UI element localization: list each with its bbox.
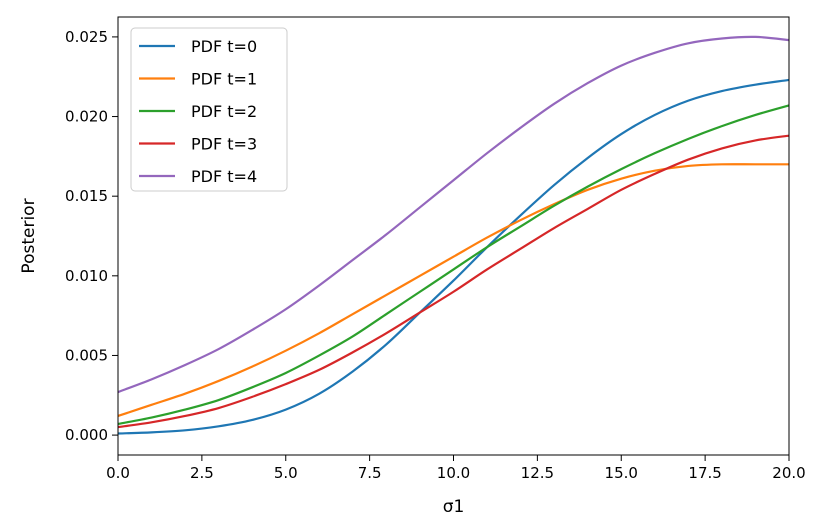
x-tick-label: 17.5 (688, 464, 721, 482)
y-tick-label: 0.015 (65, 187, 108, 205)
series-line-t1 (117, 163, 789, 418)
axis-ticks: 0.0 2.5 5.0 7.5 10.0 12.5 15.0 17.5 20.0 0.000 0.0… (65, 28, 806, 482)
x-tick-label: 12.5 (521, 464, 554, 482)
x-tick-label: 2.5 (190, 464, 214, 482)
legend-label-t0: PDF t=0 (191, 37, 257, 56)
y-tick-label: 0.025 (65, 28, 108, 46)
legend-label-t2: PDF t=2 (191, 102, 257, 121)
legend-label-t3: PDF t=3 (191, 135, 257, 154)
series-line-t4 (117, 35, 790, 394)
x-tick-label: 5.0 (274, 464, 298, 482)
legend-label-t1: PDF t=1 (191, 70, 257, 89)
series-line-t3 (117, 134, 790, 429)
x-tick-label: 7.5 (358, 464, 382, 482)
y-tick-label: 0.010 (65, 267, 108, 285)
legend-box (130, 27, 288, 192)
series-line-t2 (117, 104, 790, 426)
y-tick-label: 0.000 (65, 426, 108, 444)
legend[interactable]: PDF t=0 PDF t=1 PDF t=2 PDF t=3 PDF t=4 (130, 27, 288, 192)
series-line-t0 (117, 78, 790, 435)
x-tick-label: 0.0 (106, 464, 130, 482)
x-tick-label: 15.0 (605, 464, 638, 482)
legend-label-t4: PDF t=4 (191, 167, 257, 186)
x-tick-label: 10.0 (437, 464, 470, 482)
plot-area (117, 35, 790, 435)
x-tick-label: 20.0 (772, 464, 805, 482)
y-axis-label: Posterior (19, 198, 39, 273)
plot-frame (117, 16, 790, 456)
y-tick-label: 0.020 (65, 108, 108, 126)
y-tick-label: 0.005 (65, 346, 108, 364)
x-axis-label: σ1 (443, 497, 465, 517)
